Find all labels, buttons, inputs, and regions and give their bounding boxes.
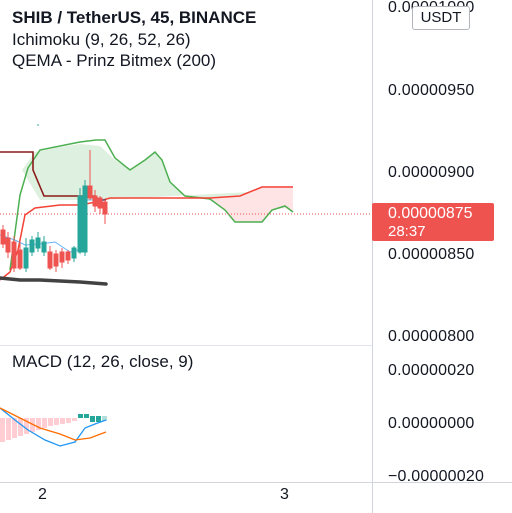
- price-axis[interactable]: [372, 0, 512, 482]
- macd-legend[interactable]: MACD (12, 26, close, 9): [12, 352, 194, 371]
- time-axis-label: 2: [38, 486, 47, 503]
- current-price-tag: 0.00000875 28:37: [372, 203, 494, 241]
- macd-line: [0, 407, 107, 447]
- bar-countdown: 28:37: [388, 223, 426, 240]
- macd-chart[interactable]: [0, 346, 372, 482]
- kumo-cloud-green: [22, 144, 250, 200]
- time-axis[interactable]: [0, 482, 372, 513]
- signal-line: [0, 407, 107, 441]
- macd-histogram: [0, 414, 107, 442]
- symbol-title[interactable]: SHIB / TetherUS, 45, BINANCE: [12, 8, 257, 27]
- time-axis-label: 3: [280, 486, 289, 503]
- currency-unit-button[interactable]: USDT: [412, 6, 470, 30]
- price-axis-label: 0.00000900: [388, 164, 475, 181]
- qema-legend[interactable]: QEMA - Prinz Bitmex (200): [12, 51, 217, 70]
- macd-axis-label: 0.00000000: [388, 415, 475, 432]
- current-price-value: 0.00000875: [388, 205, 473, 222]
- price-axis-label: 0.00000800: [388, 328, 475, 345]
- macd-axis-label: −0.00000020: [388, 468, 485, 485]
- main-price-chart[interactable]: [0, 0, 372, 345]
- pane-separator: [0, 345, 372, 346]
- macd-axis-label: 0.00000020: [388, 362, 475, 379]
- ichimoku-legend[interactable]: Ichimoku (9, 26, 52, 26): [12, 30, 191, 49]
- axis-corner: [372, 482, 512, 513]
- candles: [0, 124, 108, 272]
- price-axis-label: 0.00000950: [388, 82, 475, 99]
- kumo-cloud-red: [210, 186, 293, 222]
- price-axis-label: 0.00000850: [388, 246, 475, 263]
- qema-line: [0, 276, 108, 286]
- leading-span-a: [9, 139, 294, 271]
